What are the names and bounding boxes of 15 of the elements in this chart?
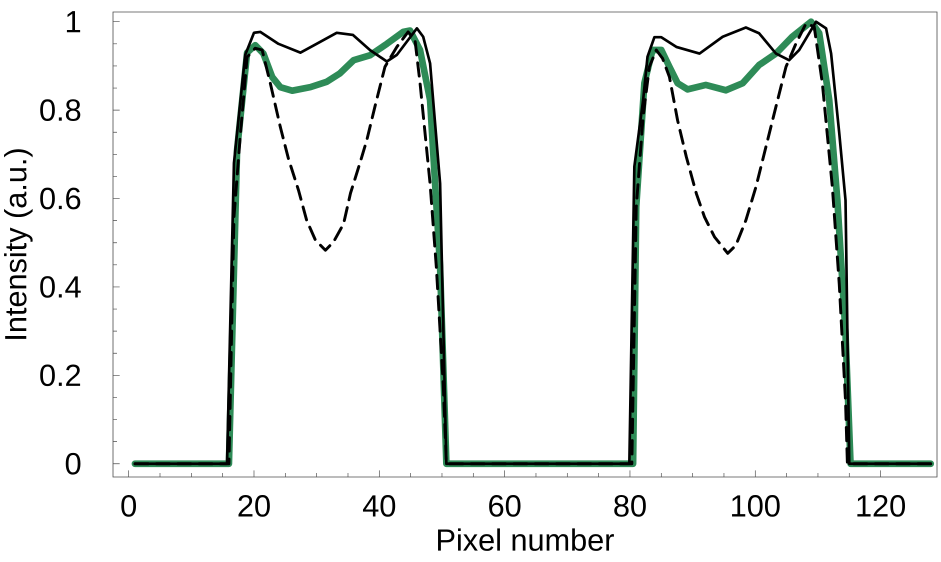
x-tick-label: 80 [614, 495, 646, 517]
y-tick-label: 1 [66, 11, 80, 32]
x-tick-label: 120 [857, 495, 905, 517]
y-tick-label: 0 [66, 452, 80, 475]
x-tick-label: 0 [121, 495, 136, 517]
x-tick-label: 20 [238, 495, 270, 517]
x-tick-label: 40 [362, 495, 396, 517]
x-tick-label: 100 [732, 495, 780, 517]
y-axis-title: Intensity (a.u.) [4, 149, 33, 339]
y-tick-label: 0.8 [40, 99, 80, 121]
x-tick-label: 60 [489, 495, 521, 517]
y-tick-label: 0.6 [40, 188, 80, 210]
y-tick-label: 0.2 [40, 364, 80, 386]
y-tick-label: 0.4 [40, 276, 81, 298]
x-axis-title: Pixel number [438, 528, 614, 551]
